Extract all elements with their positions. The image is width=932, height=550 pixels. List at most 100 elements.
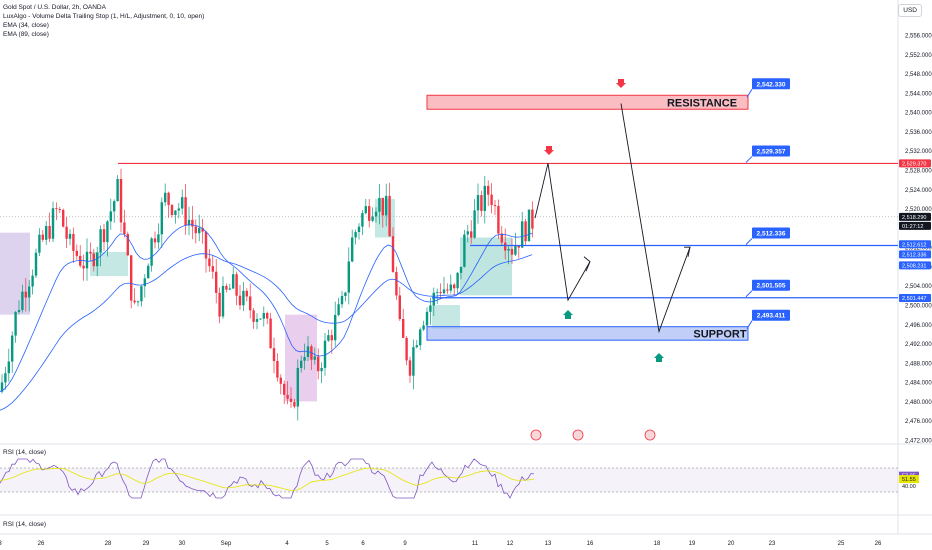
candle-body (521, 221, 524, 248)
candle-body (75, 250, 78, 256)
resistance-zone (426, 94, 749, 110)
candle-body (225, 285, 228, 290)
candle-body (480, 195, 483, 211)
teal-box (90, 251, 128, 277)
candle-body (334, 315, 337, 341)
candle-body (514, 245, 517, 255)
volume-delta-boxes (0, 198, 512, 402)
candle-body (412, 347, 415, 376)
time-tick-label: 9 (403, 541, 407, 547)
time-tick-label: 5 (325, 541, 329, 547)
candle-body (65, 226, 68, 239)
candle-body (51, 208, 55, 239)
candle-body (283, 383, 286, 395)
candle-body (279, 377, 282, 384)
time-tick-label: 16 (587, 541, 594, 547)
indicator-luxalgo[interactable]: LuxAlgo - Volume Delta Trailing Stop (1,… (3, 13, 205, 20)
candle-body (364, 206, 367, 214)
candle-body (476, 195, 480, 211)
candle-body (201, 227, 204, 232)
price-tick-label: 2,544.000 (905, 91, 932, 97)
levels: 2,529.357 2,512.336 2,501.505 RESISTANCE 2,5… (118, 78, 898, 341)
symbol-title[interactable]: Gold Spot / U.S. Dollar, 2h, OANDA (3, 4, 106, 11)
candle-body (24, 291, 27, 298)
candle-body (507, 248, 510, 251)
candle-body (4, 373, 7, 383)
price-marker (899, 221, 931, 230)
price-marker (899, 212, 931, 221)
candle-body (293, 401, 296, 407)
candle-body (249, 296, 252, 311)
candle-body (344, 292, 347, 296)
candle-body (255, 319, 259, 322)
candle-body (317, 356, 320, 372)
candle-body (303, 356, 306, 361)
candle-body (147, 265, 150, 279)
rsi-ma-box (899, 475, 919, 484)
candle-body (221, 285, 225, 317)
candle-body (449, 284, 452, 291)
candle-body (55, 208, 58, 210)
time-tick-label: 18 (654, 541, 661, 547)
resistance-line-label: 2,529.357 (757, 148, 786, 155)
price-marker-label: 2,512.612 (902, 242, 926, 248)
candle-body (41, 234, 44, 240)
teal-box (432, 305, 460, 330)
candle-body (459, 266, 463, 273)
candle-body (415, 345, 418, 348)
candle-body (34, 252, 38, 276)
rsi-label[interactable]: RSI (14, close) (3, 449, 46, 456)
support-zone-value-box (752, 309, 790, 321)
candle-body (391, 236, 395, 272)
candles (0, 168, 534, 421)
candle-body (113, 201, 116, 212)
candle-body (198, 227, 201, 234)
price-tick-label: 2,528.000 (905, 169, 932, 175)
candle-body (320, 367, 323, 372)
candle-body (385, 195, 388, 216)
candle-body (153, 238, 157, 243)
candle-body (204, 231, 208, 259)
price-marker-label: 2,508.231 (902, 264, 926, 270)
resistance-line-label-box (752, 145, 790, 157)
indicator-ema34[interactable]: EMA (34, close) (3, 22, 49, 29)
candle-body (167, 192, 170, 206)
price-tick-label: 2,488.000 (905, 361, 932, 367)
candle-body (181, 197, 184, 209)
time-tick-label: 23 (769, 541, 776, 547)
level-2501-label: 2,501.505 (757, 283, 786, 290)
price-marker-label: 2,501.447 (902, 296, 926, 302)
candle-body (211, 266, 214, 272)
price-tick-label: 2,492.000 (905, 342, 932, 348)
indicator-ema89[interactable]: EMA (89, close) (3, 31, 49, 38)
candle-body (245, 290, 248, 297)
candle-body (14, 312, 17, 336)
rsi-label-2[interactable]: RSI (14, close) (3, 521, 46, 528)
price-tick-label: 2,472.000 (905, 439, 932, 445)
candle-body (296, 367, 299, 407)
candle-body (17, 310, 21, 313)
candle-body (45, 225, 48, 240)
candle-body (286, 394, 289, 399)
candle-body (371, 216, 374, 221)
price-tick-label: 2,504.000 (905, 284, 932, 290)
time-tick-label: 29 (143, 541, 150, 547)
candle-body (398, 295, 401, 320)
candle-body (109, 211, 112, 222)
resistance-zone-label: RESISTANCE (667, 97, 737, 109)
candle-body (58, 209, 61, 210)
candle-body (164, 192, 167, 203)
price-tick-label: 2,512.000 (905, 246, 932, 252)
candle-body (323, 340, 327, 368)
candle-body (347, 261, 350, 293)
price-tick-label: 2,476.000 (905, 419, 932, 425)
candle-body (408, 360, 412, 376)
candle-body (116, 178, 119, 202)
currency-button[interactable]: USD (898, 4, 922, 17)
candle-body (85, 251, 89, 269)
candle-body (126, 234, 129, 256)
candle-body (402, 319, 405, 338)
candle-body (381, 197, 384, 216)
candle-body (184, 197, 187, 226)
